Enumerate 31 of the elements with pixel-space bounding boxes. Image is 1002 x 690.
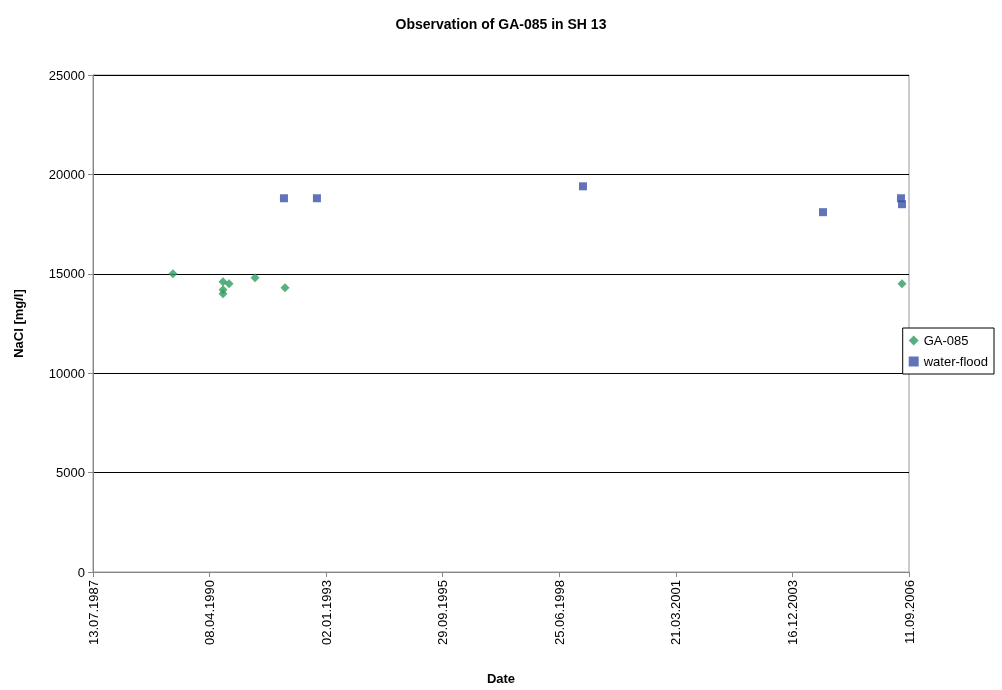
chart-title: Observation of GA-085 in SH 13	[395, 16, 607, 32]
point	[218, 289, 228, 299]
y-tick-label: 0	[77, 564, 85, 580]
point	[578, 182, 587, 191]
x-tick-label: 13.07.1987	[85, 580, 101, 646]
y-axis-title: NaCl [mg/l]	[11, 289, 26, 358]
point	[818, 208, 827, 217]
y-tick-label: 5000	[56, 465, 85, 481]
x-tick-label: 21.03.2001	[668, 580, 684, 646]
y-tick-label: 15000	[48, 266, 85, 282]
point	[898, 200, 907, 209]
point	[312, 194, 321, 203]
point	[218, 277, 228, 287]
y-tick-label: 20000	[48, 166, 85, 182]
x-tick-label: 29.09.1995	[435, 580, 451, 646]
y-tick-label: 25000	[48, 67, 85, 83]
x-axis-title: Date	[486, 671, 516, 686]
point	[897, 279, 907, 289]
x-tick-label: 02.01.1993	[318, 580, 334, 646]
point	[279, 194, 288, 203]
legend-label: water-flood	[922, 354, 988, 369]
y-tick-label: 10000	[48, 365, 85, 381]
legend-label: GA-085	[923, 333, 969, 348]
point	[224, 279, 234, 289]
point	[280, 283, 290, 293]
point	[250, 273, 260, 283]
x-tick-label: 08.04.1990	[202, 580, 218, 646]
x-tick-label: 25.06.1998	[551, 580, 567, 646]
x-tick-label: 11.09.2006	[901, 580, 917, 645]
x-tick-label: 16.12.2003	[784, 580, 800, 646]
point	[168, 269, 178, 279]
